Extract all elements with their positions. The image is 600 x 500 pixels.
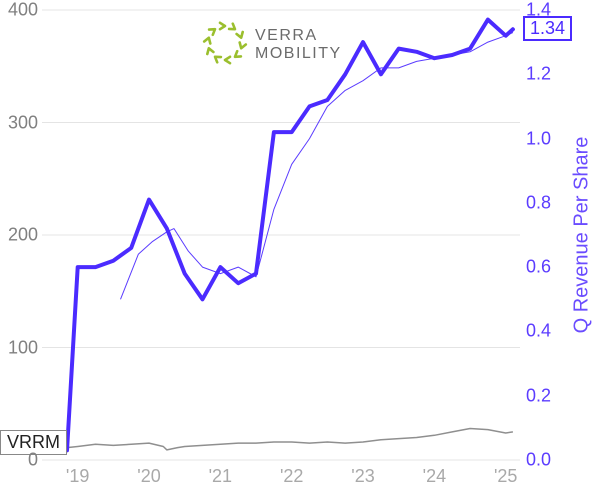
line-price: [49, 429, 513, 450]
svg-text:MOBILITY: MOBILITY: [255, 45, 342, 62]
revenue-chart: VRRM 1.34 Q Revenue Per Share VERRAMOBIL…: [0, 0, 600, 500]
left-axis-tick: 200: [8, 225, 38, 246]
right-axis-title: Q Revenue Per Share: [571, 137, 594, 334]
chart-svg: [0, 0, 600, 500]
x-axis-tick: '22: [280, 466, 303, 487]
x-axis-tick: '20: [137, 466, 160, 487]
left-axis-tick: 0: [28, 450, 38, 471]
end-value-label: 1.34: [530, 18, 565, 38]
right-axis-tick: 0.6: [526, 257, 551, 278]
left-axis-tick: 300: [8, 112, 38, 133]
left-axis-tick: 100: [8, 337, 38, 358]
right-axis-tick: 1.4: [526, 0, 551, 21]
x-axis-tick: '24: [423, 466, 446, 487]
svg-text:VERRA: VERRA: [255, 27, 318, 44]
x-axis-tick: '21: [209, 466, 232, 487]
left-axis-tick: 400: [8, 0, 38, 21]
x-axis-tick: '23: [351, 466, 374, 487]
right-axis-tick: 0.4: [526, 321, 551, 342]
company-logo: VERRAMOBILITY: [200, 18, 370, 73]
right-axis-tick: 0.8: [526, 192, 551, 213]
right-axis-tick: 0.2: [526, 385, 551, 406]
x-axis-tick: '25: [494, 466, 517, 487]
x-axis-tick: '19: [66, 466, 89, 487]
right-axis-tick: 1.0: [526, 128, 551, 149]
logo-icon: VERRAMOBILITY: [200, 18, 370, 68]
right-axis-tick: 0.0: [526, 450, 551, 471]
right-axis-tick: 1.2: [526, 64, 551, 85]
